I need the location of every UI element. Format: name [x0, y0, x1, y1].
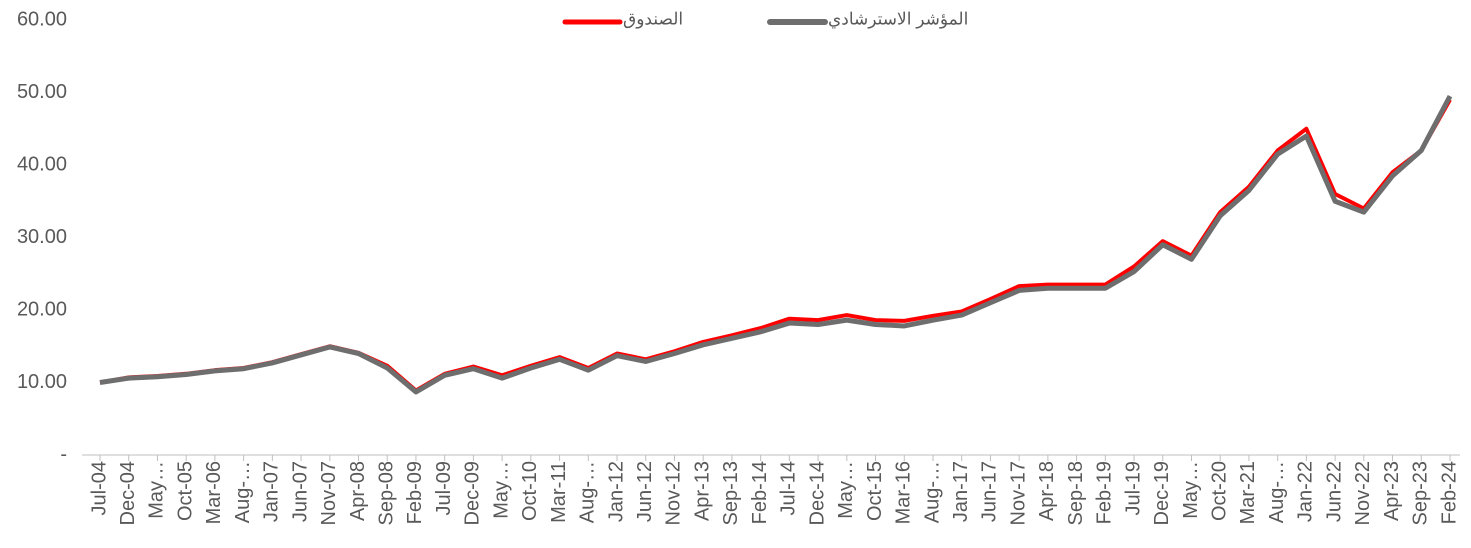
x-tick-label: Jul-09 [433, 461, 455, 515]
x-tick-label: Feb-19 [1094, 461, 1116, 524]
x-tick-label: Jun-07 [289, 461, 311, 522]
x-tick-label: Feb-14 [749, 461, 771, 524]
y-tick-label: 40.00 [17, 153, 67, 175]
x-tick-label: Jul-04 [88, 461, 110, 515]
x-tick-label: Sep-18 [1065, 461, 1087, 526]
x-tick-label: Sep-13 [720, 461, 742, 526]
x-tick-label: May… [490, 461, 512, 519]
x-tick-label: Jan-12 [605, 461, 627, 522]
x-tick-label: Jun-22 [1323, 461, 1345, 522]
x-tick-label: May… [835, 461, 857, 519]
x-tick-label: Mar-16 [893, 461, 915, 524]
x-tick-label: Jan-17 [950, 461, 972, 522]
x-tick-label: May… [1180, 461, 1202, 519]
x-tick-label: Aug-… [1266, 461, 1288, 523]
y-tick-label: 50.00 [17, 81, 67, 103]
x-tick-label: Jun-12 [634, 461, 656, 522]
x-tick-label: Sep-23 [1410, 461, 1432, 526]
x-tick-label: Nov-22 [1352, 461, 1374, 525]
x-tick-label: Oct-05 [174, 461, 196, 521]
y-tick-label: - [60, 443, 67, 465]
x-tick-label: Apr-13 [691, 461, 713, 521]
x-tick-label: May… [146, 461, 168, 519]
x-tick-label: Mar-11 [548, 461, 570, 523]
y-tick-label: 20.00 [17, 298, 67, 320]
x-tick-label: Jul-14 [778, 461, 800, 515]
x-tick-label: Jun-17 [979, 461, 1001, 522]
x-tick-label: Oct-15 [864, 461, 886, 521]
x-tick-label: Aug-… [921, 461, 943, 523]
x-tick-label: Jul-19 [1122, 461, 1144, 515]
y-tick-label: 60.00 [17, 8, 67, 30]
x-tick-label: Feb-09 [404, 461, 426, 524]
x-tick-label: Jan-07 [261, 461, 283, 522]
x-tick-label: Nov-12 [663, 461, 685, 525]
x-tick-label: Nov-07 [318, 461, 340, 525]
series-line [99, 94, 1453, 395]
y-tick-label: 10.00 [17, 371, 67, 393]
x-tick-label: Sep-08 [376, 461, 398, 526]
legend-label: المؤشر الاسترشادي [828, 9, 968, 29]
x-tick-label: Oct-20 [1208, 461, 1230, 521]
x-tick-label: Jan-22 [1295, 461, 1317, 522]
series-line [99, 98, 1452, 393]
x-tick-label: Dec-09 [462, 461, 484, 525]
x-tick-label: Aug-… [577, 461, 599, 523]
x-tick-label: Dec-14 [806, 461, 828, 525]
x-tick-label: Apr-18 [1036, 461, 1058, 521]
x-tick-label: Mar-06 [203, 461, 225, 524]
x-tick-label: Apr-23 [1381, 461, 1403, 521]
y-tick-label: 30.00 [17, 226, 67, 248]
x-tick-label: Nov-17 [1007, 461, 1029, 525]
legend-label: الصندوق [623, 9, 683, 29]
x-tick-label: Oct-10 [519, 461, 541, 521]
x-tick-label: Apr-08 [347, 461, 369, 521]
x-tick-label: Mar-21 [1237, 461, 1259, 524]
x-tick-label: Dec-19 [1151, 461, 1173, 525]
x-tick-label: Feb-24 [1438, 461, 1460, 524]
x-tick-label: Dec-04 [117, 461, 139, 525]
x-tick-label: Aug-… [232, 461, 254, 523]
